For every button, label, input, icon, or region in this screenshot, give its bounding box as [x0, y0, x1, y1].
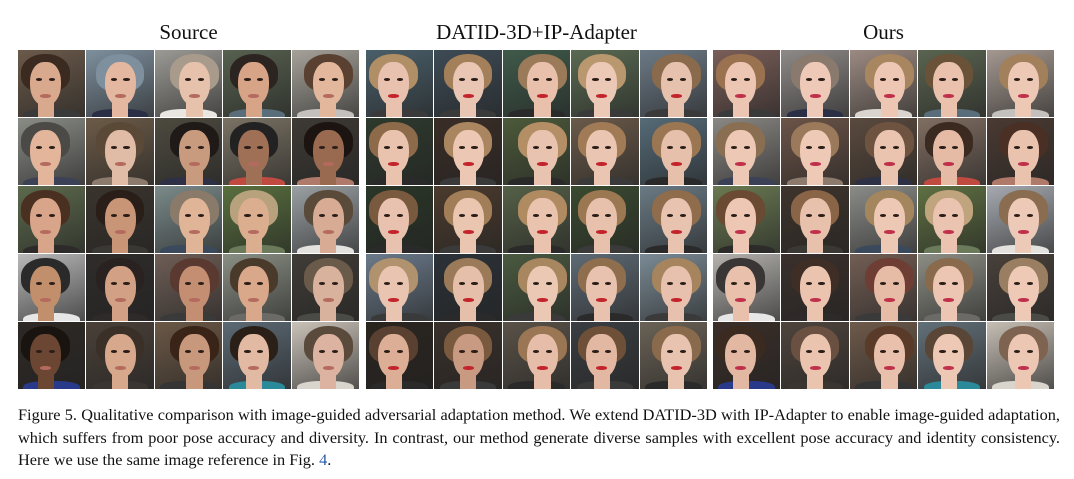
- face-image: [713, 118, 781, 185]
- face-image: [434, 254, 502, 321]
- panel-title-source: Source: [159, 20, 218, 44]
- face-image: [86, 118, 154, 185]
- face-image: [86, 50, 154, 117]
- face-image: [366, 118, 434, 185]
- panel-source: Source: [18, 14, 359, 389]
- face-image: [918, 118, 986, 185]
- face-image: [571, 322, 639, 389]
- face-image: [502, 50, 571, 117]
- face-image: [986, 322, 1054, 389]
- face-image: [639, 186, 707, 253]
- image-grid-ours: [713, 50, 1054, 389]
- face-image: [366, 50, 434, 117]
- caption-text: Figure 5. Qualitative comparison with im…: [18, 405, 1060, 469]
- face-image: [86, 254, 154, 321]
- face-image: [849, 186, 918, 253]
- face-image: [781, 118, 849, 185]
- face-image: [849, 118, 918, 185]
- face-image: [434, 186, 502, 253]
- face-image: [86, 186, 154, 253]
- face-image: [781, 254, 849, 321]
- face-image: [502, 322, 571, 389]
- face-image: [223, 254, 291, 321]
- face-image: [86, 322, 154, 389]
- face-image: [291, 50, 359, 117]
- face-image: [223, 322, 291, 389]
- face-image: [18, 254, 86, 321]
- figure-caption: Figure 5. Qualitative comparison with im…: [18, 404, 1060, 472]
- face-image: [291, 322, 359, 389]
- face-image: [639, 50, 707, 117]
- face-image: [713, 186, 781, 253]
- face-image: [986, 50, 1054, 117]
- face-image: [918, 254, 986, 321]
- face-image: [986, 254, 1054, 321]
- face-image: [639, 118, 707, 185]
- face-image: [154, 118, 223, 185]
- face-image: [434, 50, 502, 117]
- face-image: [918, 322, 986, 389]
- face-image: [154, 322, 223, 389]
- face-image: [223, 50, 291, 117]
- figure-reference-link[interactable]: 4: [319, 450, 328, 469]
- face-image: [713, 254, 781, 321]
- panel-ours: Ours: [713, 14, 1054, 389]
- face-image: [571, 254, 639, 321]
- face-image: [571, 118, 639, 185]
- face-image: [223, 118, 291, 185]
- face-image: [154, 254, 223, 321]
- face-image: [639, 254, 707, 321]
- face-image: [223, 186, 291, 253]
- face-image: [18, 186, 86, 253]
- face-image: [154, 186, 223, 253]
- face-image: [713, 50, 781, 117]
- face-image: [849, 322, 918, 389]
- face-image: [781, 186, 849, 253]
- face-image: [986, 118, 1054, 185]
- face-image: [918, 186, 986, 253]
- face-image: [849, 254, 918, 321]
- face-image: [18, 322, 86, 389]
- panel-title-datid: DATID-3D+IP-Adapter: [436, 20, 637, 44]
- face-image: [291, 254, 359, 321]
- face-image: [849, 50, 918, 117]
- face-image: [918, 50, 986, 117]
- caption-end: .: [327, 450, 332, 469]
- face-image: [502, 118, 571, 185]
- face-image: [502, 254, 571, 321]
- face-image: [781, 50, 849, 117]
- panel-title-ours: Ours: [863, 20, 904, 44]
- face-image: [502, 186, 571, 253]
- face-image: [571, 186, 639, 253]
- face-image: [713, 322, 781, 389]
- face-image: [434, 118, 502, 185]
- face-image: [986, 186, 1054, 253]
- face-image: [781, 322, 849, 389]
- face-image: [434, 322, 502, 389]
- face-image: [18, 50, 86, 117]
- image-grid-source: [18, 50, 359, 389]
- face-image: [291, 186, 359, 253]
- face-image: [571, 50, 639, 117]
- image-grid-datid: [366, 50, 707, 389]
- face-image: [639, 322, 707, 389]
- panel-datid: DATID-3D+IP-Adapter: [366, 14, 707, 389]
- face-image: [291, 118, 359, 185]
- face-image: [18, 118, 86, 185]
- face-image: [366, 186, 434, 253]
- face-image: [366, 322, 434, 389]
- face-image: [154, 50, 223, 117]
- face-image: [366, 254, 434, 321]
